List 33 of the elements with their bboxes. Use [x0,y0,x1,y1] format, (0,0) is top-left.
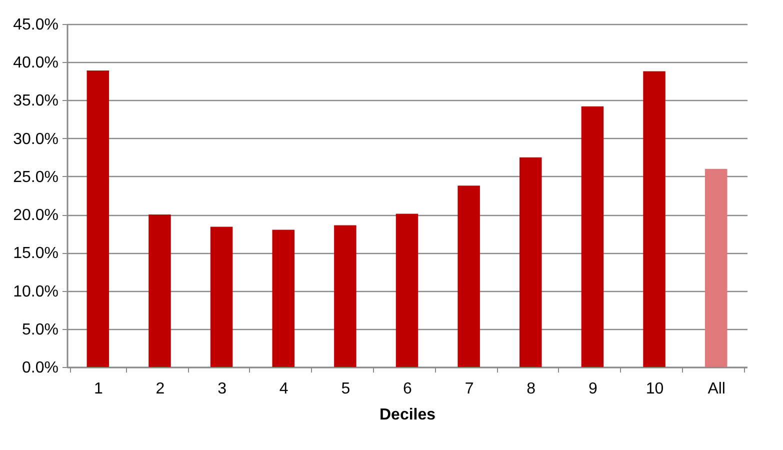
x-tick-label: 9 [588,380,598,398]
x-tick-label: 5 [341,380,350,398]
y-tick-label: 25.0% [13,168,58,186]
bar [458,186,480,367]
bar [334,225,356,367]
x-tick-label: 7 [464,380,474,398]
bar [396,214,418,367]
bar [210,226,233,367]
x-tick-label: 2 [156,380,165,398]
x-tick-label: 1 [94,380,103,398]
bar [520,157,542,367]
y-tick-label: 30.0% [13,130,58,148]
x-tick-label: All [708,380,726,398]
y-tick-label: 45.0% [13,16,58,34]
y-tick-label: 20.0% [13,207,58,224]
x-tick-label: 4 [279,380,288,398]
bar [704,168,728,367]
bar [148,214,171,367]
y-tick-label: 35.0% [13,92,58,110]
y-tick-label: 0.0% [22,360,58,376]
bar [86,70,110,367]
x-axis-title: Deciles [379,406,436,424]
x-tick-label: 10 [646,380,664,398]
bar [643,71,666,367]
y-tick-label: 40.0% [13,54,58,72]
y-tick-label: 5.0% [22,321,58,338]
x-tick-label: 6 [403,380,412,398]
y-tick-label: 15.0% [13,245,58,262]
x-tick-label: 8 [526,380,536,398]
y-tick-label: 10.0% [13,283,58,300]
x-tick-label: 3 [218,380,227,398]
bar [272,230,294,367]
bar [581,106,604,367]
